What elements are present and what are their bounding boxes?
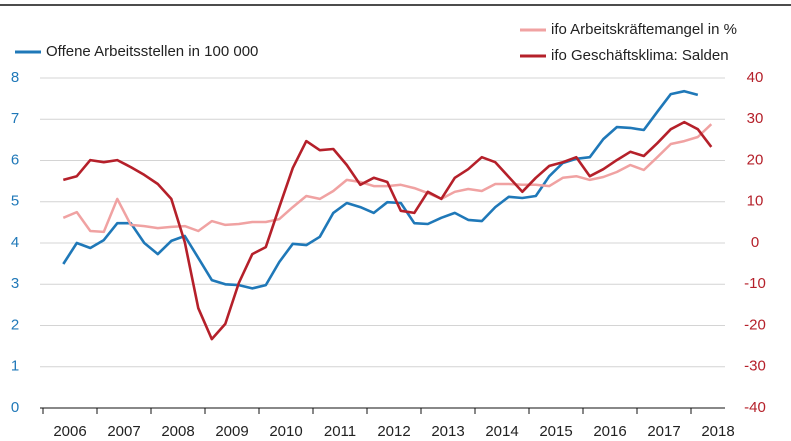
x-tick-label: 2010 xyxy=(269,423,302,440)
series-line xyxy=(62,123,713,234)
legend-label: ifo Arbeitskräftemangel in % xyxy=(551,21,737,38)
y2-tick-label: -30 xyxy=(744,358,766,375)
x-tick-label: 2016 xyxy=(593,423,626,440)
y2-tick-label: 30 xyxy=(747,110,764,127)
y-tick-label: 7 xyxy=(11,110,19,127)
x-tick-label: 2015 xyxy=(539,423,572,440)
y2-tick-label: -10 xyxy=(744,275,766,292)
y-tick-label: 1 xyxy=(11,358,19,375)
x-tick-label: 2011 xyxy=(324,423,356,440)
series-line xyxy=(62,120,713,341)
x-tick-label: 2012 xyxy=(377,423,410,440)
y2-tick-label: -40 xyxy=(744,399,766,416)
y-tick-label: 8 xyxy=(11,69,19,86)
x-tick-label: 2008 xyxy=(161,423,194,440)
y2-tick-label: 40 xyxy=(747,69,764,86)
x-tick-label: 2009 xyxy=(215,423,248,440)
x-tick-label: 2017 xyxy=(647,423,680,440)
x-tick-label: 2006 xyxy=(53,423,86,440)
legend-label: Offene Arbeitsstellen in 100 000 xyxy=(46,43,258,60)
y-tick-label: 3 xyxy=(11,275,19,292)
x-tick-label: 2014 xyxy=(485,423,518,440)
x-tick-label: 2007 xyxy=(107,423,140,440)
x-tick-label: 2018 xyxy=(701,423,734,440)
y2-tick-label: 0 xyxy=(751,234,759,251)
y-tick-label: 5 xyxy=(11,193,19,210)
y-tick-label: 0 xyxy=(11,399,19,416)
y-tick-label: 2 xyxy=(11,316,19,333)
y-tick-label: 4 xyxy=(11,234,19,251)
y2-tick-label: 10 xyxy=(747,193,764,210)
y2-tick-label: 20 xyxy=(747,151,764,168)
legend-label: ifo Geschäftsklima: Salden xyxy=(551,47,729,64)
x-tick-label: 2013 xyxy=(431,423,464,440)
series-line xyxy=(62,89,699,290)
y-tick-label: 6 xyxy=(11,151,19,168)
y2-tick-label: -20 xyxy=(744,316,766,333)
